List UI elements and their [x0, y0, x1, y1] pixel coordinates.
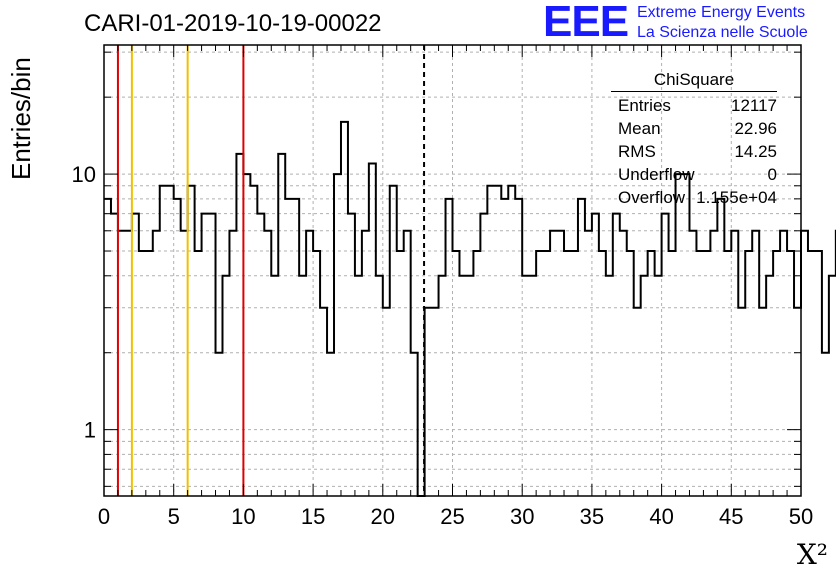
stats-label: RMS	[618, 142, 656, 161]
stats-row: RMS 14.25	[611, 140, 777, 163]
histogram-outline	[104, 120, 836, 497]
histogram-series	[104, 120, 836, 497]
x-tick-label: 15	[301, 504, 325, 529]
x-tick-label: 35	[580, 504, 604, 529]
grid-layer	[104, 45, 801, 496]
y-axis-label: Entries/bin	[6, 57, 36, 180]
stats-label: Underflow	[618, 165, 695, 184]
stats-value: 22.96	[734, 119, 777, 138]
stats-box: ChiSquare Entries 12117 Mean 22.96 RMS 14.2…	[611, 70, 777, 209]
chart-title: CARI-01-2019-10-19-00022	[84, 10, 382, 37]
x-tick-label: 25	[440, 504, 464, 529]
stats-value: 1.155e+04	[696, 188, 777, 207]
x-tick-label: 30	[510, 504, 534, 529]
x-tick-label: 40	[649, 504, 673, 529]
x-tick-label: 20	[371, 504, 395, 529]
y-tick-label: 1	[84, 418, 96, 443]
eee-logo: EEE	[543, 0, 629, 46]
y-tick-label: 10	[72, 162, 96, 187]
stats-row: Mean 22.96	[611, 117, 777, 140]
stats-row: Entries 12117	[611, 94, 777, 117]
axes: 0 5 10 15 20 25 30 35 40 45 50 1 10	[72, 44, 813, 529]
x-axis-label: X²	[796, 538, 828, 571]
marker-lines	[116, 45, 426, 496]
stats-title: ChiSquare	[611, 70, 777, 92]
logo-line-2: La Scienza nelle Scuole	[637, 24, 808, 41]
x-tick-label: 50	[789, 504, 813, 529]
stats-label: Overflow	[618, 188, 686, 207]
stats-row: Overflow 1.155e+04	[611, 186, 777, 209]
stats-row: Underflow 0	[611, 163, 777, 186]
stats-value: 14.25	[734, 142, 777, 161]
x-tick-label: 10	[231, 504, 255, 529]
stats-label: Mean	[618, 119, 661, 138]
x-tick-label: 5	[168, 504, 180, 529]
stats-value: 0	[767, 165, 777, 184]
x-tick-label: 0	[98, 504, 110, 529]
stats-value: 12117	[730, 96, 777, 115]
x-tick-label: 45	[719, 504, 743, 529]
stats-label: Entries	[618, 96, 671, 115]
logo-line-1: Extreme Energy Events	[637, 4, 806, 21]
